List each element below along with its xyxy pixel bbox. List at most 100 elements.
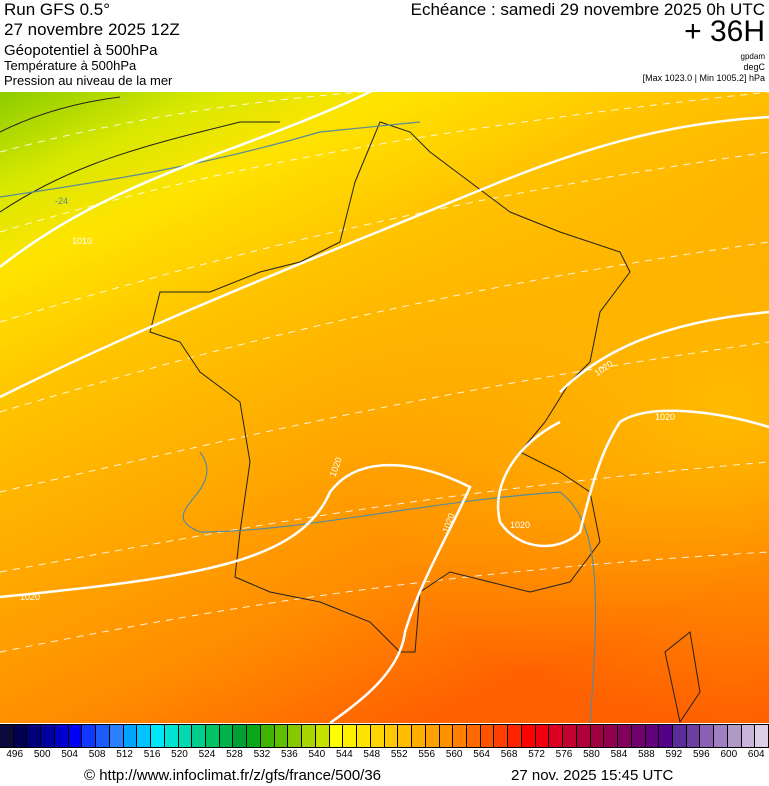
colorbar-label: 532	[253, 749, 271, 760]
colorbar-swatch	[398, 725, 413, 747]
colorbar-swatch	[714, 725, 728, 747]
colorbar-label: 524	[198, 749, 216, 760]
run-title: Run GFS 0.5°	[4, 0, 111, 19]
unit-geopotential: gpdam	[740, 52, 765, 61]
contour-label: 1020	[510, 520, 530, 530]
colorbar-swatch	[247, 725, 261, 747]
pressure-range: [Max 1023.0 | Min 1005.2] hPa	[642, 73, 765, 83]
colorbar-swatch	[425, 725, 440, 747]
lead-time: + 36H	[684, 15, 765, 48]
forecast-valid-time: Echéance : samedi 29 novembre 2025 0h UT…	[410, 0, 765, 19]
colorbar-label: 504	[61, 749, 78, 760]
colorbar-swatch	[206, 725, 220, 747]
freezing-line	[182, 451, 597, 723]
isotherm-minus24	[0, 121, 421, 198]
colorbar-swatch	[357, 725, 371, 747]
colorbar-swatch	[549, 725, 564, 747]
colorbar-label: 544	[335, 749, 353, 760]
colorbar-label: 540	[308, 749, 326, 760]
colorbar-swatch	[123, 725, 138, 747]
isobars	[0, 92, 769, 723]
colorbar-swatch	[576, 725, 591, 747]
colorbar-label: 536	[281, 749, 298, 760]
colorbar-swatch	[672, 725, 687, 747]
colorbar-label: 520	[171, 749, 188, 760]
colorbar-swatch	[590, 725, 605, 747]
colorbar-swatch	[260, 725, 275, 747]
colorbar-label: 496	[6, 749, 24, 760]
colorbar-swatch	[288, 725, 303, 747]
colorbar-swatch	[645, 725, 660, 747]
colorbar-swatch	[27, 725, 42, 747]
colorbar-label: 512	[116, 749, 133, 760]
colorbar-swatch	[68, 725, 83, 747]
colorbar-swatch	[109, 725, 124, 747]
colorbar-label: 580	[583, 749, 600, 760]
colorbar-swatch	[151, 725, 165, 747]
colorbar-label: 604	[747, 749, 765, 760]
colorbar-label: 568	[500, 749, 518, 760]
generation-timestamp: 27 nov. 2025 15:45 UTC	[511, 767, 674, 784]
colorbar-swatch	[137, 725, 152, 747]
colorbar-swatch	[563, 725, 577, 747]
colorbar-swatch	[0, 725, 14, 747]
colorbar-swatch	[315, 725, 330, 747]
colorbar-swatch	[412, 725, 426, 747]
colorbar-swatch	[343, 725, 358, 747]
colorbar-label: 592	[665, 749, 683, 760]
colorbar-swatch	[274, 725, 289, 747]
colorbar-label: 588	[638, 749, 655, 760]
colorbar-swatch	[370, 725, 385, 747]
colorbar-swatch	[535, 725, 550, 747]
colorbar-swatch	[384, 725, 399, 747]
colorbar-swatch	[604, 725, 619, 747]
colorbar-labels: 496 500 504 508 512 516 520 524 528 532 536 540 544 5…	[0, 749, 769, 761]
colorbar-label: 600	[720, 749, 738, 760]
colorbar-label: 548	[363, 749, 381, 760]
colorbar-swatch	[302, 725, 316, 747]
colorbar-swatch	[741, 725, 756, 747]
source-url: © http://www.infoclimat.fr/z/gfs/france/…	[84, 767, 382, 784]
colorbar-swatch	[192, 725, 207, 747]
colorbar-swatch	[466, 725, 481, 747]
colorbar-swatch	[178, 725, 193, 747]
colorbar-label: 584	[610, 749, 628, 760]
field-temperature: Température à 500hPa	[4, 58, 137, 73]
colorbar-label: 528	[226, 749, 243, 760]
colorbar-label: 596	[692, 749, 710, 760]
colorbar-swatch	[233, 725, 248, 747]
colorbar-swatch	[219, 725, 234, 747]
colorbar-swatch	[439, 725, 454, 747]
colorbar-swatch	[164, 725, 179, 747]
colorbar-label: 516	[143, 749, 161, 760]
forecast-map: -24 1010 1020 1020 1020 1020 1020 1020	[0, 92, 769, 723]
colorbar-label: 556	[418, 749, 436, 760]
colorbar	[0, 724, 769, 748]
colorbar-swatch	[618, 725, 632, 747]
colorbar-label: 564	[473, 749, 490, 760]
colorbar-swatch	[13, 725, 28, 747]
unit-temperature: degC	[743, 62, 765, 72]
colorbar-swatch	[521, 725, 536, 747]
field-pressure: Pression au niveau de la mer	[4, 73, 173, 88]
colorbar-swatch	[631, 725, 646, 747]
colorbar-label: 552	[390, 749, 408, 760]
colorbar-swatch	[82, 725, 97, 747]
colorbar-label: 572	[528, 749, 545, 760]
contour-label: 1020	[655, 412, 675, 422]
colorbar-label: 508	[88, 749, 106, 760]
colorbar-swatch	[329, 725, 344, 747]
colorbar-swatch	[54, 725, 69, 747]
contour-label: 1020	[20, 592, 40, 602]
geopotential-contours	[0, 92, 769, 653]
colorbar-swatch	[508, 725, 522, 747]
colorbar-swatch	[96, 725, 110, 747]
contour-label: -24	[55, 196, 68, 206]
colorbar-swatch	[700, 725, 715, 747]
colorbar-label: 560	[445, 749, 463, 760]
colorbar-label: 500	[33, 749, 51, 760]
coastlines-borders	[0, 96, 701, 723]
colorbar-swatch	[480, 725, 495, 747]
colorbar-swatch	[659, 725, 673, 747]
colorbar-swatch	[755, 725, 769, 747]
